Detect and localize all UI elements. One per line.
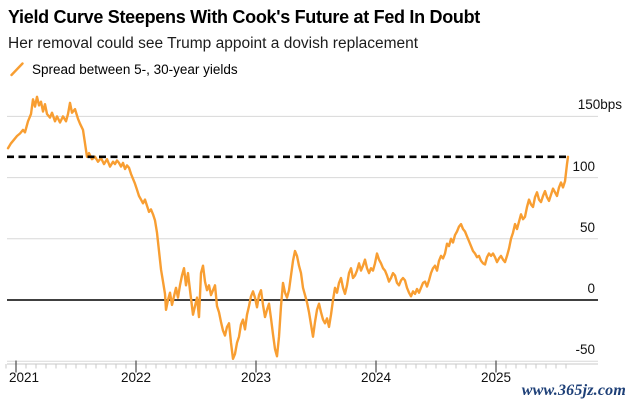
page-title: Yield Curve Steepens With Cook's Future … <box>8 7 480 27</box>
x-axis-label: 2023 <box>240 370 272 385</box>
watermark: www.365jz.com <box>521 382 626 399</box>
y-axis-label: 0 <box>587 281 595 296</box>
diagonal-line-icon <box>10 61 24 76</box>
y-axis-label: 150bps <box>577 97 622 113</box>
legend: Spread between 5-, 30-year yields <box>10 60 238 78</box>
y-axis-label: -50 <box>575 342 595 358</box>
x-axis-label: 2021 <box>8 370 40 385</box>
x-axis-label: 2022 <box>120 370 152 385</box>
page-subtitle: Her removal could see Trump appoint a do… <box>8 35 419 52</box>
y-axis-label: 50 <box>579 219 595 235</box>
x-axis-label: 2025 <box>480 370 512 385</box>
spread-line <box>6 95 570 360</box>
legend-label: Spread between 5-, 30-year yields <box>32 61 238 77</box>
y-axis-label: 100 <box>572 158 595 174</box>
x-axis-label: 2024 <box>360 370 392 385</box>
